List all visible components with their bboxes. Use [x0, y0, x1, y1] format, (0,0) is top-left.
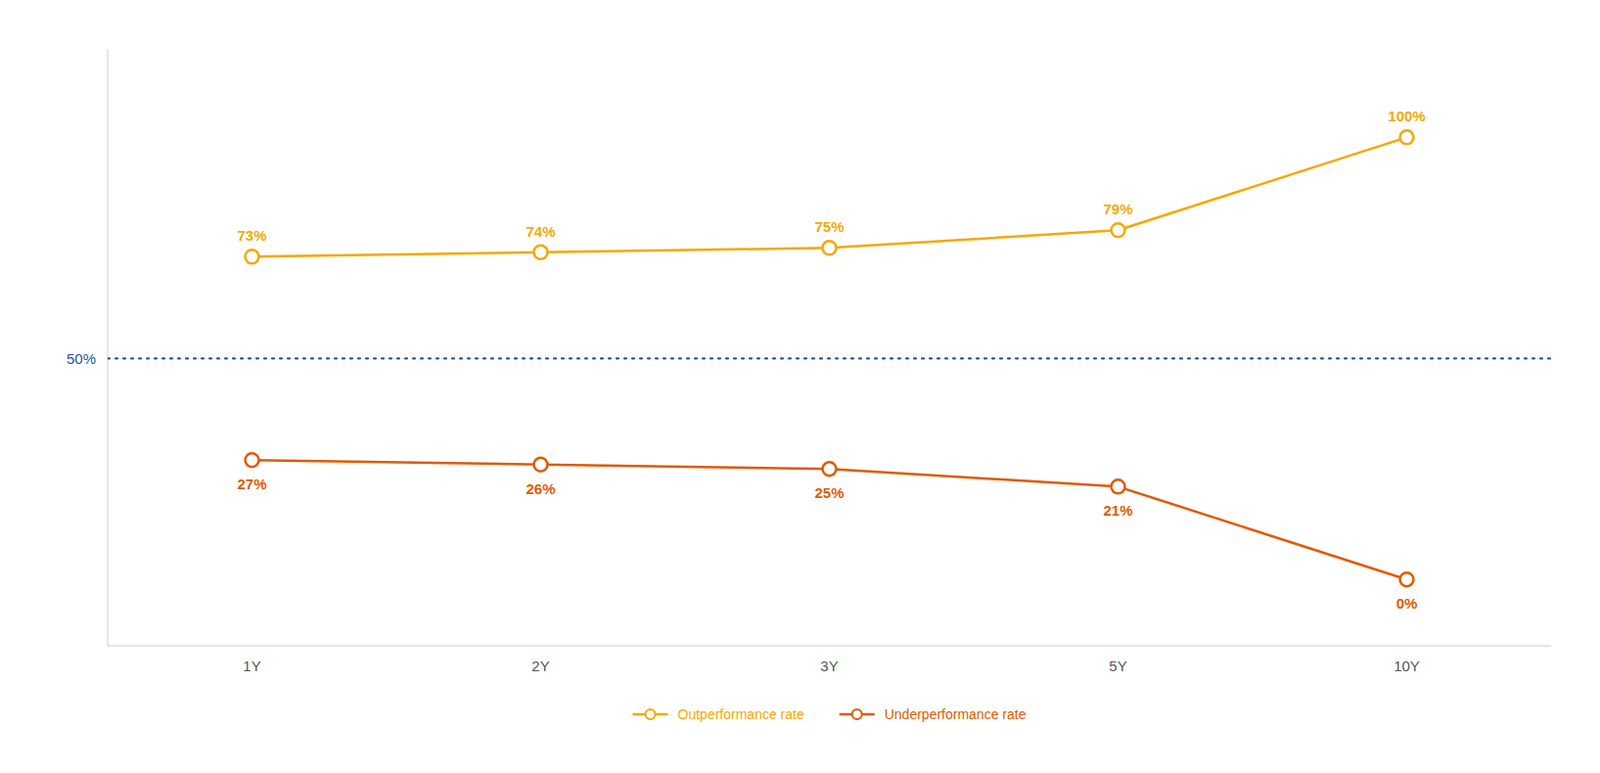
x-tick-label: 1Y — [242, 657, 261, 675]
x-axis-line — [107, 645, 1552, 647]
series-line — [252, 137, 1408, 257]
series-line — [252, 459, 1408, 580]
data-label: 74% — [525, 223, 555, 240]
reference-line — [107, 357, 1552, 360]
plot-area — [245, 130, 1415, 587]
legend: Outperformance rate Underperformance rate — [633, 706, 1027, 723]
data-label: 0% — [1396, 594, 1418, 612]
legend-item: Underperformance rate — [839, 706, 1027, 723]
reference-label: 50% — [66, 350, 96, 367]
data-labels: 73% 74% 75% 79% 100% 27% 26% 25% 21% 0% — [236, 107, 1425, 612]
x-tick-label: 5Y — [1108, 657, 1127, 675]
legend-marker — [852, 709, 863, 720]
legend-label: Outperformance rate — [678, 706, 805, 723]
point — [245, 249, 260, 264]
reference-line-group — [107, 358, 1552, 360]
data-label: 73% — [236, 227, 267, 244]
point — [1400, 130, 1415, 144]
chart: 1Y 2Y 3Y 5Y 10Y 50% 73% 74% 75% 79% 100% 27% 26% 25% 2… — [0, 0, 1600, 773]
point — [245, 453, 260, 467]
y-axis-line — [107, 48, 109, 646]
point — [822, 461, 837, 476]
point — [534, 457, 549, 472]
x-tick-label: 2Y — [531, 657, 549, 675]
x-tick-label: 10Y — [1393, 657, 1420, 675]
x-tick-label: 3Y — [820, 657, 838, 675]
data-label: 26% — [525, 480, 555, 498]
data-label: 100% — [1387, 107, 1425, 125]
legend-label: Underperformance rate — [884, 706, 1027, 723]
point — [1111, 479, 1126, 494]
legend-item: Outperformance rate — [633, 706, 805, 723]
legend-marker — [645, 709, 656, 720]
point — [822, 240, 837, 255]
data-label: 75% — [814, 218, 844, 235]
data-label: 21% — [1102, 502, 1133, 519]
point — [534, 245, 549, 260]
data-label: 25% — [814, 484, 844, 502]
point — [1111, 223, 1126, 237]
point — [1400, 572, 1415, 587]
data-label: 79% — [1102, 200, 1133, 218]
data-label: 27% — [236, 475, 267, 493]
